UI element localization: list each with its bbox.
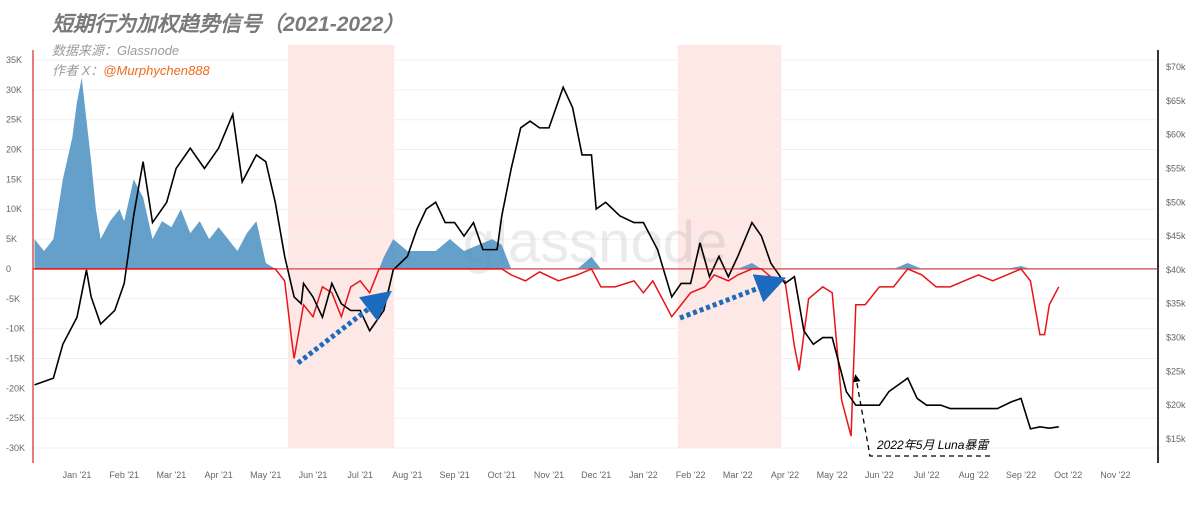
data-source: 数据来源：Glassnode <box>52 43 180 58</box>
left-tick-label: 25K <box>6 115 22 125</box>
highlight-band <box>287 45 395 448</box>
x-tick-label: Nov '21 <box>534 470 564 480</box>
x-tick-label: Apr '22 <box>771 470 799 480</box>
left-tick-label: 35K <box>6 55 22 65</box>
right-tick-label: $25k <box>1166 366 1186 376</box>
left-tick-label: -30K <box>6 443 25 453</box>
x-tick-label: Sep '22 <box>1006 470 1036 480</box>
right-tick-label: $60k <box>1166 130 1186 140</box>
left-tick-label: 10K <box>6 204 22 214</box>
price-line <box>34 85 1059 430</box>
x-tick-label: Jan '22 <box>629 470 658 480</box>
x-tick-label: Jun '22 <box>865 470 894 480</box>
right-tick-label: $55k <box>1166 163 1186 173</box>
signal-positive-area <box>34 77 1059 269</box>
x-tick-label: Sep '21 <box>439 470 469 480</box>
right-tick-label: $35k <box>1166 299 1186 309</box>
right-tick-label: $30k <box>1166 333 1186 343</box>
signal-negative-line <box>34 267 1060 437</box>
highlight-band <box>677 45 782 448</box>
x-tick-label: Aug '22 <box>959 470 989 480</box>
left-tick-label: -10K <box>6 324 25 334</box>
left-tick-label: -15K <box>6 353 25 363</box>
x-tick-label: Feb '21 <box>109 470 139 480</box>
x-tick-label: Dec '21 <box>581 470 611 480</box>
right-tick-label: $65k <box>1166 96 1186 106</box>
x-tick-label: Mar '22 <box>723 470 753 480</box>
right-tick-label: $20k <box>1166 400 1186 410</box>
x-tick-label: May '22 <box>817 470 848 480</box>
trend-arrow <box>679 274 787 321</box>
x-tick-label: Jan '21 <box>63 470 92 480</box>
author-label: 作者 X： <box>52 63 104 78</box>
author-line: 作者 X：@Murphychen888 <box>52 60 210 79</box>
x-tick-label: May '21 <box>250 470 281 480</box>
right-tick-label: $40k <box>1166 265 1186 275</box>
left-tick-label: 20K <box>6 145 22 155</box>
annotation-label: 2022年5月 Luna暴雷 <box>876 438 990 452</box>
x-tick-label: Aug '21 <box>392 470 422 480</box>
chart-title: 短期行为加权趋势信号（2021-2022） <box>52 13 405 36</box>
annotation-leader <box>852 374 990 457</box>
left-tick-label: 0 <box>6 264 11 274</box>
trend-arrow <box>296 290 392 365</box>
x-tick-label: Oct '22 <box>1054 470 1082 480</box>
x-tick-label: Feb '22 <box>676 470 706 480</box>
x-tick-label: Apr '21 <box>204 470 232 480</box>
x-tick-label: Jun '21 <box>299 470 328 480</box>
left-tick-label: 30K <box>6 85 22 95</box>
left-tick-label: -20K <box>6 383 25 393</box>
x-tick-label: Mar '21 <box>157 470 187 480</box>
left-tick-label: 5K <box>6 234 17 244</box>
left-tick-label: -25K <box>6 413 25 423</box>
x-tick-label: Nov '22 <box>1100 470 1130 480</box>
right-tick-label: $45k <box>1166 231 1186 241</box>
right-tick-label: $70k <box>1166 62 1186 72</box>
left-tick-label: 15K <box>6 174 22 184</box>
right-tick-label: $15k <box>1166 434 1186 444</box>
x-tick-label: Jul '21 <box>347 470 373 480</box>
left-tick-label: -5K <box>6 294 20 304</box>
right-tick-label: $50k <box>1166 197 1186 207</box>
x-tick-label: Oct '21 <box>488 470 516 480</box>
x-tick-label: Jul '22 <box>914 470 940 480</box>
author-handle[interactable]: @Murphychen888 <box>103 63 210 78</box>
